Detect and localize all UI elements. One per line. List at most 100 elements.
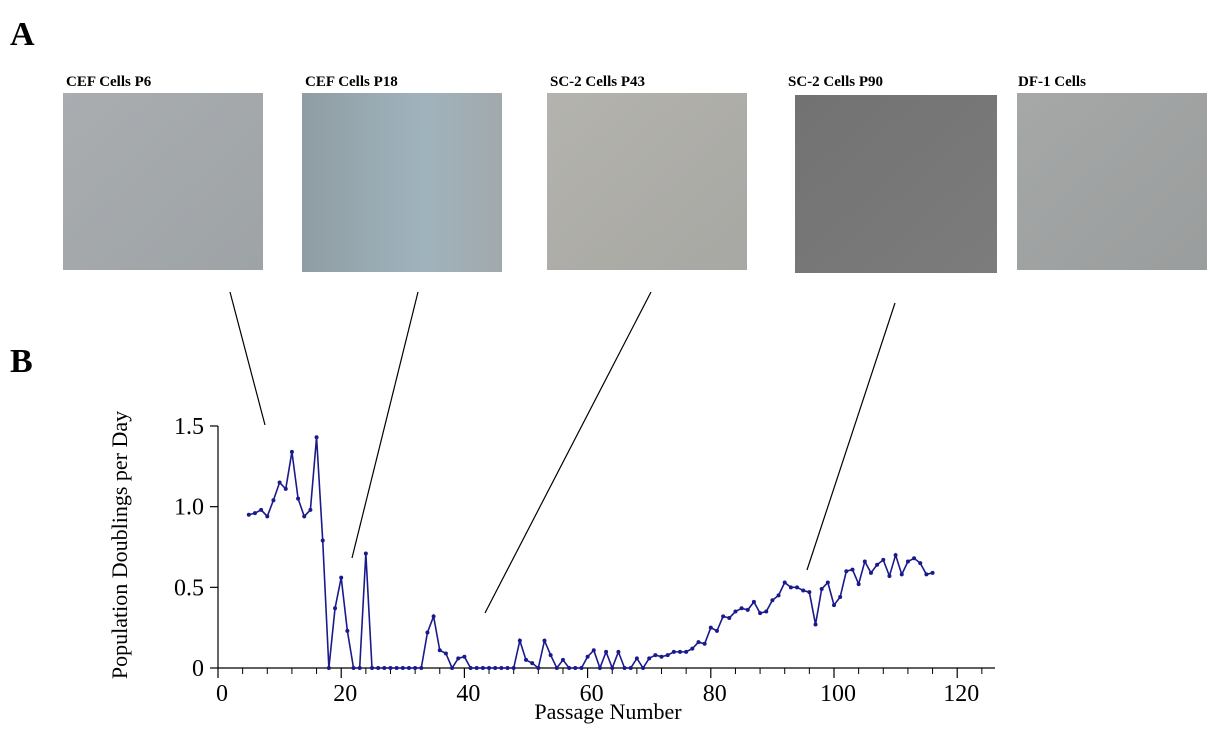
data-point <box>296 496 301 501</box>
image-label: CEF Cells P18 <box>305 74 398 90</box>
data-point <box>721 614 726 619</box>
data-point <box>591 648 596 653</box>
data-point <box>696 640 701 645</box>
data-point <box>357 666 362 670</box>
data-point <box>930 570 935 575</box>
data-point <box>431 614 436 619</box>
micrograph <box>547 93 747 270</box>
x-tick-label: 60 <box>580 681 604 707</box>
x-tick-label: 100 <box>820 681 856 707</box>
connector-line <box>484 291 652 614</box>
data-point <box>585 654 590 659</box>
data-point <box>517 638 522 643</box>
data-point <box>271 498 276 503</box>
data-point <box>727 615 732 620</box>
data-point <box>370 666 374 670</box>
data-point <box>308 507 313 512</box>
x-tick-label: 20 <box>333 681 357 707</box>
data-point <box>548 653 553 658</box>
data-point <box>899 572 904 577</box>
data-point <box>671 649 676 654</box>
micrograph <box>63 93 263 270</box>
data-point <box>388 666 393 670</box>
data-point <box>302 514 307 519</box>
connector-line <box>351 291 419 559</box>
data-point <box>326 666 331 670</box>
data-point <box>856 582 861 587</box>
y-tick-label: 1.5 <box>174 414 204 440</box>
data-point <box>912 556 917 561</box>
data-point <box>776 593 781 598</box>
data-point <box>832 603 836 608</box>
data-point <box>567 666 572 670</box>
x-tick-label: 120 <box>943 681 979 707</box>
data-point <box>536 666 541 670</box>
data-point <box>333 606 338 611</box>
data-point <box>604 649 609 654</box>
data-point <box>807 590 812 595</box>
data-point <box>505 666 510 670</box>
data-point <box>339 575 344 580</box>
data-point <box>277 480 282 485</box>
data-point <box>819 586 824 591</box>
panel-label: B <box>10 343 33 380</box>
data-point <box>881 557 886 562</box>
data-point <box>425 630 430 635</box>
data-point <box>795 585 800 590</box>
panel-label: A <box>10 16 35 53</box>
data-point <box>351 666 356 670</box>
data-point <box>597 666 602 670</box>
data-point <box>406 666 411 670</box>
data-point <box>838 595 843 600</box>
data-point <box>764 609 769 614</box>
data-point <box>542 638 547 643</box>
data-point <box>246 512 251 517</box>
data-point <box>252 511 257 516</box>
y-tick-label: 0 <box>192 656 204 682</box>
data-point <box>462 654 467 659</box>
data-point <box>782 580 787 585</box>
data-point <box>893 553 898 558</box>
data-point <box>733 609 738 614</box>
data-point <box>437 648 442 653</box>
data-point <box>413 666 418 670</box>
data-point <box>468 666 473 670</box>
data-point <box>813 622 818 627</box>
data-point <box>905 559 910 564</box>
data-point <box>394 666 399 670</box>
data-point <box>850 567 855 572</box>
data-point <box>610 666 615 670</box>
data-point <box>573 666 578 670</box>
data-point <box>868 570 873 575</box>
data-point <box>665 653 670 658</box>
x-tick-label: 40 <box>456 681 480 707</box>
data-point <box>314 435 319 440</box>
data-point <box>702 641 707 646</box>
data-point <box>579 666 584 670</box>
image-label: DF-1 Cells <box>1018 74 1086 90</box>
data-point <box>647 656 652 661</box>
connector-line <box>229 291 266 426</box>
data-point <box>450 666 455 670</box>
data-point <box>289 449 294 454</box>
micrograph <box>302 93 502 272</box>
data-point <box>554 666 559 670</box>
data-point <box>714 628 719 633</box>
y-axis-title: Population Doublings per Day <box>107 411 132 679</box>
x-axis-title: Passage Number <box>534 699 682 724</box>
data-point <box>259 507 264 512</box>
connector-line <box>806 302 896 571</box>
data-point <box>474 666 479 670</box>
data-point <box>770 598 775 603</box>
data-point <box>493 666 498 670</box>
data-point <box>739 606 744 611</box>
data-point <box>480 666 485 670</box>
data-point <box>887 574 892 579</box>
micrograph <box>795 95 997 273</box>
data-point <box>560 657 565 662</box>
data-point <box>616 649 621 654</box>
data-point <box>918 561 923 566</box>
data-point <box>751 599 756 604</box>
